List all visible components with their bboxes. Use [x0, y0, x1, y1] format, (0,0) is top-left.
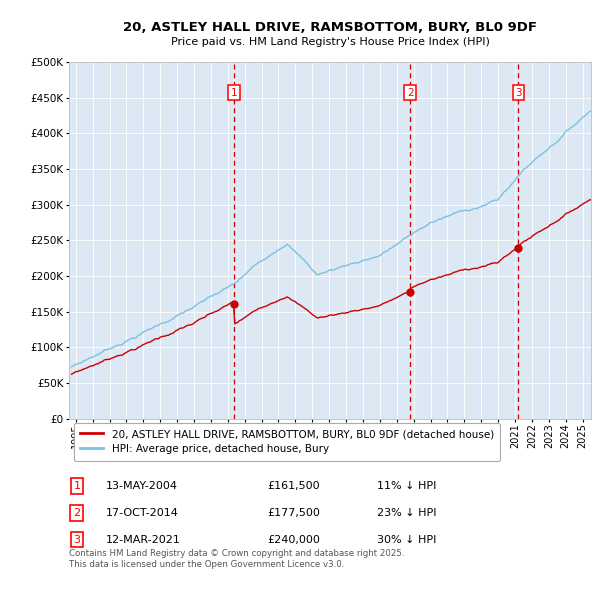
- Text: 2: 2: [73, 508, 80, 518]
- Legend: 20, ASTLEY HALL DRIVE, RAMSBOTTOM, BURY, BL0 9DF (detached house), HPI: Average : 20, ASTLEY HALL DRIVE, RAMSBOTTOM, BURY,…: [74, 423, 500, 461]
- Text: £240,000: £240,000: [268, 535, 320, 545]
- Text: 17-OCT-2014: 17-OCT-2014: [106, 508, 178, 518]
- Text: 11% ↓ HPI: 11% ↓ HPI: [377, 481, 436, 491]
- Text: 3: 3: [515, 88, 521, 97]
- Text: Contains HM Land Registry data © Crown copyright and database right 2025.
This d: Contains HM Land Registry data © Crown c…: [69, 549, 404, 569]
- Text: £177,500: £177,500: [268, 508, 320, 518]
- Text: 3: 3: [73, 535, 80, 545]
- Text: 1: 1: [73, 481, 80, 491]
- Text: 23% ↓ HPI: 23% ↓ HPI: [377, 508, 436, 518]
- Text: 12-MAR-2021: 12-MAR-2021: [106, 535, 181, 545]
- Text: 30% ↓ HPI: 30% ↓ HPI: [377, 535, 436, 545]
- Text: Price paid vs. HM Land Registry's House Price Index (HPI): Price paid vs. HM Land Registry's House …: [170, 38, 490, 47]
- Text: 2: 2: [407, 88, 413, 97]
- Text: 13-MAY-2004: 13-MAY-2004: [106, 481, 178, 491]
- Text: £161,500: £161,500: [268, 481, 320, 491]
- Text: 20, ASTLEY HALL DRIVE, RAMSBOTTOM, BURY, BL0 9DF: 20, ASTLEY HALL DRIVE, RAMSBOTTOM, BURY,…: [123, 21, 537, 34]
- Text: 1: 1: [231, 88, 238, 97]
